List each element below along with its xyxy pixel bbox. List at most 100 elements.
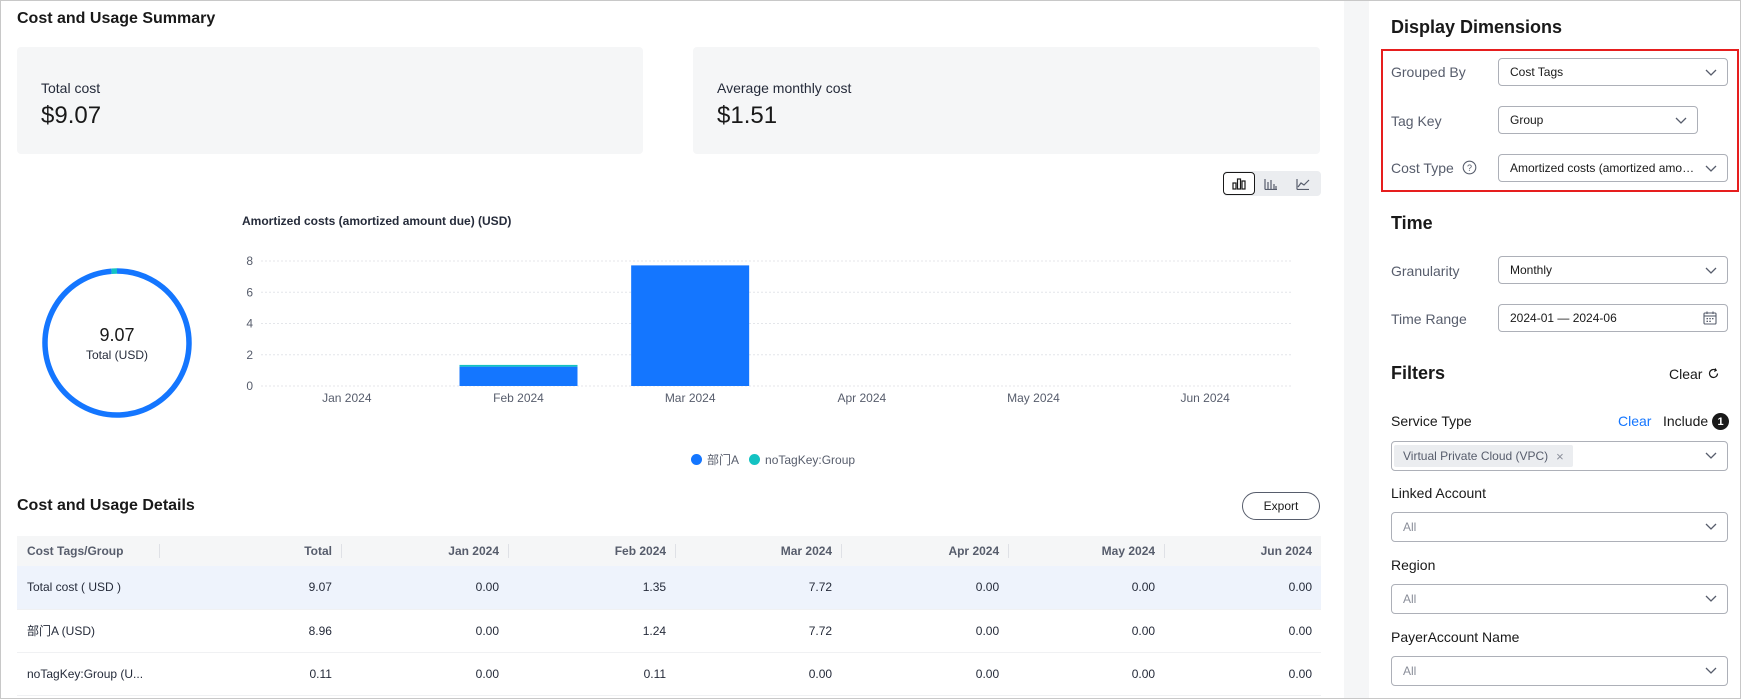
y-tick-label: 2 — [246, 348, 253, 362]
chevron-down-icon — [1705, 69, 1717, 76]
legend-item[interactable]: 部门A — [691, 451, 739, 468]
calendar-icon — [1703, 311, 1717, 325]
legend-label: noTagKey:Group — [765, 452, 856, 467]
table-cell: 0.00 — [1164, 609, 1321, 653]
total-cost-value: $9.07 — [41, 102, 102, 129]
x-tick-label: Jan 2024 — [322, 391, 372, 405]
close-icon[interactable]: × — [1556, 448, 1564, 464]
service-type-clear-link[interactable]: Clear — [1618, 413, 1652, 429]
grouped-by-label: Grouped By — [1391, 64, 1466, 80]
service-tag: Virtual Private Cloud (VPC) × — [1394, 445, 1573, 467]
panel-divider — [1344, 1, 1369, 698]
col-header[interactable]: Jan 2024 — [340, 536, 509, 566]
time-range-picker[interactable]: 2024-01 — 2024-06 — [1498, 304, 1728, 332]
bar-chart-title: Amortized costs (amortized amount due) (… — [242, 214, 512, 228]
filters-clear-link[interactable]: Clear — [1669, 366, 1703, 382]
bar[interactable] — [631, 265, 750, 386]
service-tag-label: Virtual Private Cloud (VPC) — [1403, 449, 1549, 463]
total-cost-card: Total cost $9.07 — [17, 47, 643, 154]
time-range-label: Time Range — [1391, 311, 1467, 327]
table-cell: 0.00 — [1164, 652, 1321, 696]
table-cell: 0.00 — [1164, 566, 1321, 610]
granularity-select[interactable]: Monthly — [1498, 256, 1728, 284]
table-row: noTagKey:Group (U... 0.11 0.00 0.11 0.00… — [17, 652, 1321, 696]
table-cell: 9.07 — [158, 566, 341, 610]
table-cell: Total cost ( USD ) — [17, 566, 159, 610]
table-header-row: Cost Tags/Group Total Jan 2024 Feb 2024 … — [17, 536, 1321, 566]
details-title: Cost and Usage Details — [17, 497, 195, 514]
col-header[interactable]: Jun 2024 — [1164, 536, 1321, 566]
col-header[interactable]: Mar 2024 — [675, 536, 842, 566]
bar[interactable] — [459, 366, 578, 386]
payer-account-select[interactable]: All — [1391, 656, 1728, 686]
table-cell: 8.96 — [158, 609, 341, 653]
stacked-bar-icon[interactable] — [1255, 172, 1287, 195]
table-cell: 1.35 — [508, 566, 676, 610]
total-cost-label: Total cost — [41, 80, 101, 96]
chevron-down-icon — [1675, 117, 1687, 124]
linked-account-label: Linked Account — [1391, 485, 1486, 501]
export-button[interactable]: Export — [1242, 492, 1320, 520]
x-tick-label: May 2024 — [1007, 391, 1060, 405]
tag-key-select[interactable]: Group — [1498, 106, 1698, 134]
linked-account-select[interactable]: All — [1391, 512, 1728, 542]
legend-dot — [749, 454, 761, 465]
col-header[interactable]: May 2024 — [1008, 536, 1165, 566]
main-area: Cost and Usage Summary Total cost $9.07 … — [1, 1, 1344, 698]
col-header[interactable]: Total — [158, 536, 341, 566]
y-tick-label: 0 — [246, 379, 253, 393]
help-icon[interactable]: ? — [1462, 160, 1477, 175]
table-cell: 0.00 — [675, 652, 842, 696]
table-row: Total cost ( USD ) 9.07 0.00 1.35 7.72 0… — [17, 566, 1321, 610]
donut-slice[interactable] — [42, 268, 192, 418]
table-cell: 7.72 — [675, 566, 842, 610]
donut-total-label: Total (USD) — [85, 347, 148, 362]
table-cell: 部门A (USD) — [17, 609, 159, 653]
donut-center: 9.07 Total (USD) — [38, 264, 196, 422]
table-cell: 0.00 — [340, 652, 509, 696]
col-header[interactable]: Apr 2024 — [841, 536, 1009, 566]
grouped-by-select[interactable]: Cost Tags — [1498, 58, 1728, 86]
cost-type-label: Cost Type — [1391, 160, 1454, 176]
donut-chart: 9.07 Total (USD) — [38, 264, 196, 422]
x-tick-label: Apr 2024 — [837, 391, 886, 405]
details-table: Cost Tags/Group Total Jan 2024 Feb 2024 … — [17, 536, 1321, 696]
table-cell: 0.00 — [1008, 652, 1165, 696]
table-cell: 1.24 — [508, 609, 676, 653]
display-dimensions-title: Display Dimensions — [1391, 17, 1563, 37]
cost-type-select[interactable]: Amortized costs (amortized amount due) — [1498, 154, 1728, 182]
include-count-badge: 1 — [1712, 413, 1729, 430]
payer-account-label: PayerAccount Name — [1391, 629, 1520, 645]
tag-key-label: Tag Key — [1391, 113, 1442, 129]
region-label: Region — [1391, 557, 1436, 573]
col-header[interactable]: Feb 2024 — [508, 536, 676, 566]
table-cell: 0.00 — [841, 652, 1009, 696]
include-toggle[interactable]: Include — [1663, 413, 1709, 429]
line-chart-icon[interactable] — [1287, 172, 1319, 195]
table-cell: 0.00 — [340, 566, 509, 610]
summary-title: Cost and Usage Summary — [17, 10, 216, 27]
table-row: 部门A (USD) 8.96 0.00 1.24 7.72 0.00 0.00 … — [17, 609, 1321, 653]
chart-type-switch — [1223, 171, 1321, 196]
legend-dot — [691, 454, 702, 465]
table-cell: 7.72 — [675, 609, 842, 653]
legend-item[interactable]: noTagKey:Group — [749, 451, 855, 468]
col-header[interactable]: Cost Tags/Group — [17, 536, 159, 566]
granularity-label: Granularity — [1391, 263, 1460, 279]
x-tick-label: Jun 2024 — [1180, 391, 1230, 405]
avg-cost-value: $1.51 — [717, 102, 778, 129]
refresh-icon[interactable] — [1707, 367, 1720, 380]
region-select[interactable]: All — [1391, 584, 1728, 614]
chevron-down-icon — [1705, 667, 1717, 674]
bar[interactable] — [459, 364, 578, 367]
service-type-label: Service Type — [1391, 413, 1472, 429]
table-cell: 0.00 — [340, 609, 509, 653]
bar-chart-icon[interactable] — [1223, 172, 1255, 195]
table-cell: 0.00 — [841, 566, 1009, 610]
filters-title: Filters — [1391, 363, 1446, 383]
x-tick-label: Feb 2024 — [493, 391, 544, 405]
x-tick-label: Mar 2024 — [665, 391, 716, 405]
avg-cost-card: Average monthly cost $1.51 — [693, 47, 1320, 154]
chevron-down-icon — [1705, 452, 1717, 459]
y-tick-label: 6 — [246, 285, 253, 299]
